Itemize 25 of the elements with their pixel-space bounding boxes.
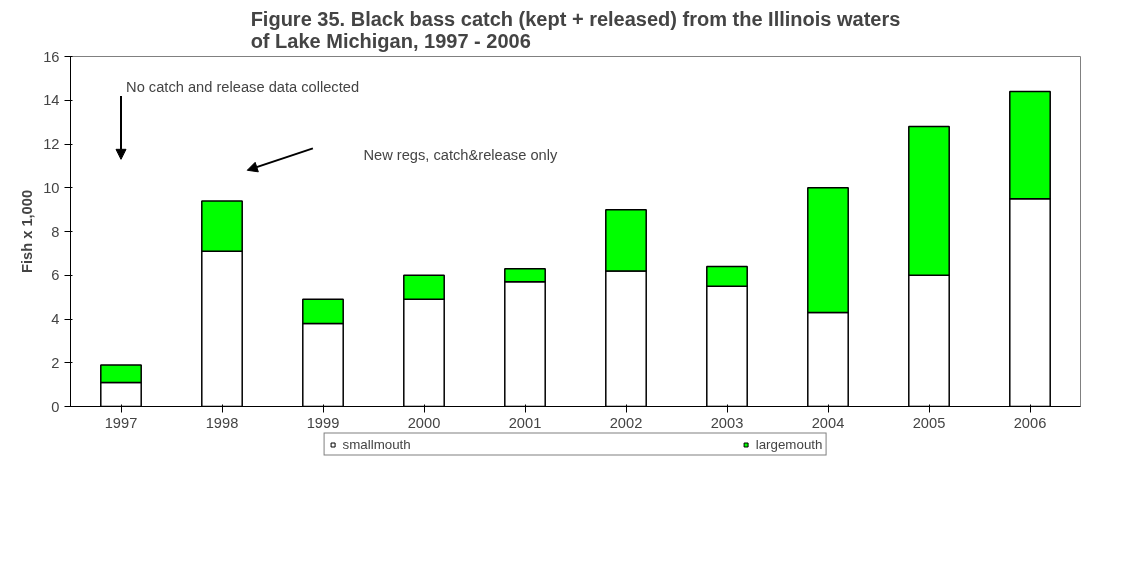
x-tick-label: 2005: [912, 414, 946, 431]
y-axis-title: Fish x 1,000: [19, 189, 36, 274]
x-tick-label: 2001: [508, 414, 542, 431]
y-tick-label: 14: [43, 92, 60, 109]
y-tick-label: 10: [43, 179, 60, 196]
y-tick-label: 2: [51, 354, 60, 371]
chart-title: Figure 35. Black bass catch (kept + released) from the Illinois waters of Lake Michigan, 1997 - 2006: [250, 7, 901, 52]
x-tick-label: 1997: [104, 414, 138, 431]
y-tick-label: 4: [51, 311, 60, 327]
annotation: No catch and release data collected: [126, 79, 360, 96]
x-tick-label: 2002: [609, 414, 643, 431]
x-tick-label: 1998: [205, 414, 239, 431]
legend-label: smallmouth: [342, 436, 411, 452]
x-tick-label: 1999: [306, 414, 340, 431]
y-tick-label: 8: [51, 223, 60, 240]
x-tick-label: 2003: [710, 414, 744, 431]
annotation: New regs, catch&release only: [363, 146, 558, 163]
y-tick-label: 16: [43, 48, 60, 65]
x-tick-label: 2000: [407, 414, 441, 431]
y-tick-label: 0: [51, 398, 60, 415]
x-tick-label: 2006: [1013, 414, 1047, 431]
y-tick-label: 6: [51, 267, 60, 284]
legend-label: largemouth: [755, 436, 823, 452]
y-tick-label: 12: [43, 136, 60, 152]
x-tick-label: 2004: [811, 414, 845, 431]
